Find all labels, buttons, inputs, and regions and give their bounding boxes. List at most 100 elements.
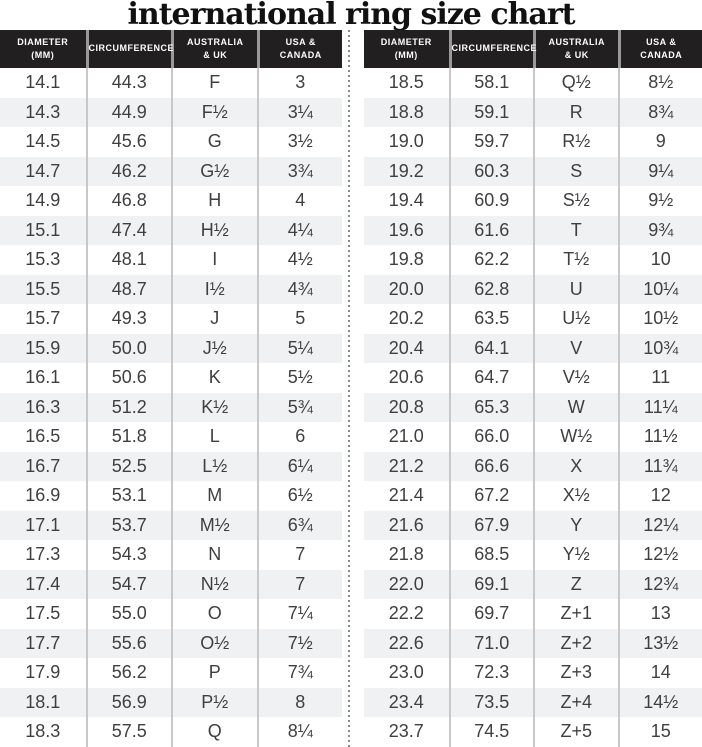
cell: N [171, 540, 257, 570]
cell: 67.9 [448, 510, 533, 540]
cell: J [171, 304, 257, 334]
cell: 18.3 [0, 717, 86, 747]
cell: 14.9 [0, 186, 86, 216]
table-row: 15.7 49.3 J 5 [0, 304, 342, 334]
table-row: 16.1 50.6 K 5½ [0, 363, 342, 393]
cell: 64.1 [448, 333, 533, 363]
header-row: DIAMETER (mm) CIRCUMFERENCE AUSTRALIA & UK US… [0, 30, 342, 68]
cell: I½ [171, 274, 257, 304]
table-row: 21.8 68.5 Y½ 12½ [364, 540, 702, 570]
table-row: 19.4 60.9 S½ 9½ [364, 186, 702, 216]
cell: 14.1 [0, 68, 86, 98]
cell: K [171, 363, 257, 393]
table-row: 16.5 51.8 L 6 [0, 422, 342, 452]
cell: 23.0 [364, 658, 449, 688]
table-row: 19.0 59.7 R½ 9 [364, 127, 702, 157]
table-row: 19.2 60.3 S 9¼ [364, 156, 702, 186]
cell: Z+2 [533, 628, 618, 658]
cell: 52.5 [85, 451, 171, 481]
cell: 5½ [256, 363, 342, 393]
cell: U½ [533, 304, 618, 334]
table-row: 22.2 69.7 Z+1 13 [364, 599, 702, 629]
table-row: 21.4 67.2 X½ 12 [364, 481, 702, 511]
cell: 21.8 [364, 540, 449, 570]
cell: 65.3 [448, 392, 533, 422]
cell: 20.8 [364, 392, 449, 422]
cell: 6½ [256, 481, 342, 511]
cell: I [171, 245, 257, 275]
table-body: 14.1 44.3 F 3 14.3 44.9 F½ 3¼ 14.5 45.6 G 3½ 14.7 46.… [0, 68, 342, 747]
cell: 10¼ [617, 274, 702, 304]
cell: 16.5 [0, 422, 86, 452]
cell: 72.3 [448, 658, 533, 688]
cell: 46.2 [85, 156, 171, 186]
column-header-line: CIRCUMFERENCE [451, 43, 538, 54]
cell: T [533, 215, 618, 245]
cell: 19.2 [364, 156, 449, 186]
cell: 7 [256, 540, 342, 570]
cell: 9 [617, 127, 702, 157]
cell: 20.0 [364, 274, 449, 304]
cell: 63.5 [448, 304, 533, 334]
column-header: DIAMETER (mm) [0, 30, 86, 68]
cell: 59.1 [448, 97, 533, 127]
table-row: 22.6 71.0 Z+2 13½ [364, 628, 702, 658]
cell: J½ [171, 333, 257, 363]
cell: 7 [256, 569, 342, 599]
cell: X½ [533, 481, 618, 511]
cell: O [171, 599, 257, 629]
table-row: 14.7 46.2 G½ 3¾ [0, 156, 342, 186]
cell: 47.4 [85, 215, 171, 245]
cell: 6 [256, 422, 342, 452]
table-header: DIAMETER (mm) CIRCUMFERENCE AUSTRALIA & UK US… [364, 30, 702, 68]
column-header-line: DIAMETER [380, 36, 432, 47]
cell: 8 [256, 687, 342, 717]
cell: F½ [171, 97, 257, 127]
cell: 66.0 [448, 422, 533, 452]
cell: W [533, 392, 618, 422]
cell: 68.5 [448, 540, 533, 570]
table-row: 14.5 45.6 G 3½ [0, 127, 342, 157]
table-row: 16.7 52.5 L½ 6¼ [0, 451, 342, 481]
cell: L½ [171, 451, 257, 481]
cell: 11¼ [617, 392, 702, 422]
cell: 44.9 [85, 97, 171, 127]
cell: Q [171, 717, 257, 747]
cell: G [171, 127, 257, 157]
cell: 21.2 [364, 451, 449, 481]
cell: Y [533, 510, 618, 540]
cell: K½ [171, 392, 257, 422]
column-header-line: AUSTRALIA [548, 36, 605, 47]
ring-size-table-right: DIAMETER (mm) CIRCUMFERENCE AUSTRALIA & UK US… [364, 30, 702, 747]
cell: 60.9 [448, 186, 533, 216]
cell: G½ [171, 156, 257, 186]
column-header: CIRCUMFERENCE [85, 30, 174, 68]
table-row: 21.6 67.9 Y 12¼ [364, 510, 702, 540]
cell: 10½ [617, 304, 702, 334]
column-header-line: CANADA [279, 50, 322, 60]
cell: 53.1 [85, 481, 171, 511]
cell: 66.6 [448, 451, 533, 481]
cell: 10 [617, 245, 702, 275]
cell: 9½ [617, 186, 702, 216]
cell: 19.0 [364, 127, 449, 157]
column-header: USA & CANADA [256, 30, 342, 68]
table-row: 16.9 53.1 M 6½ [0, 481, 342, 511]
cell: 61.6 [448, 215, 533, 245]
table-row: 18.1 56.9 P½ 8 [0, 687, 342, 717]
column-header-line: USA & [285, 36, 316, 47]
cell: N½ [171, 569, 257, 599]
cell: 56.2 [85, 658, 171, 688]
cell: 71.0 [448, 628, 533, 658]
column-header-line: USA & [646, 36, 677, 47]
cell: 15.7 [0, 304, 86, 334]
cell: 45.6 [85, 127, 171, 157]
cell: 3¼ [256, 97, 342, 127]
cell: 17.3 [0, 540, 86, 570]
cell: 54.7 [85, 569, 171, 599]
table-header: DIAMETER (mm) CIRCUMFERENCE AUSTRALIA & UK US… [0, 30, 342, 68]
cell: 23.7 [364, 717, 449, 747]
cell: 10¾ [617, 333, 702, 363]
cell: 14½ [617, 687, 702, 717]
table-row: 16.3 51.2 K½ 5¾ [0, 392, 342, 422]
